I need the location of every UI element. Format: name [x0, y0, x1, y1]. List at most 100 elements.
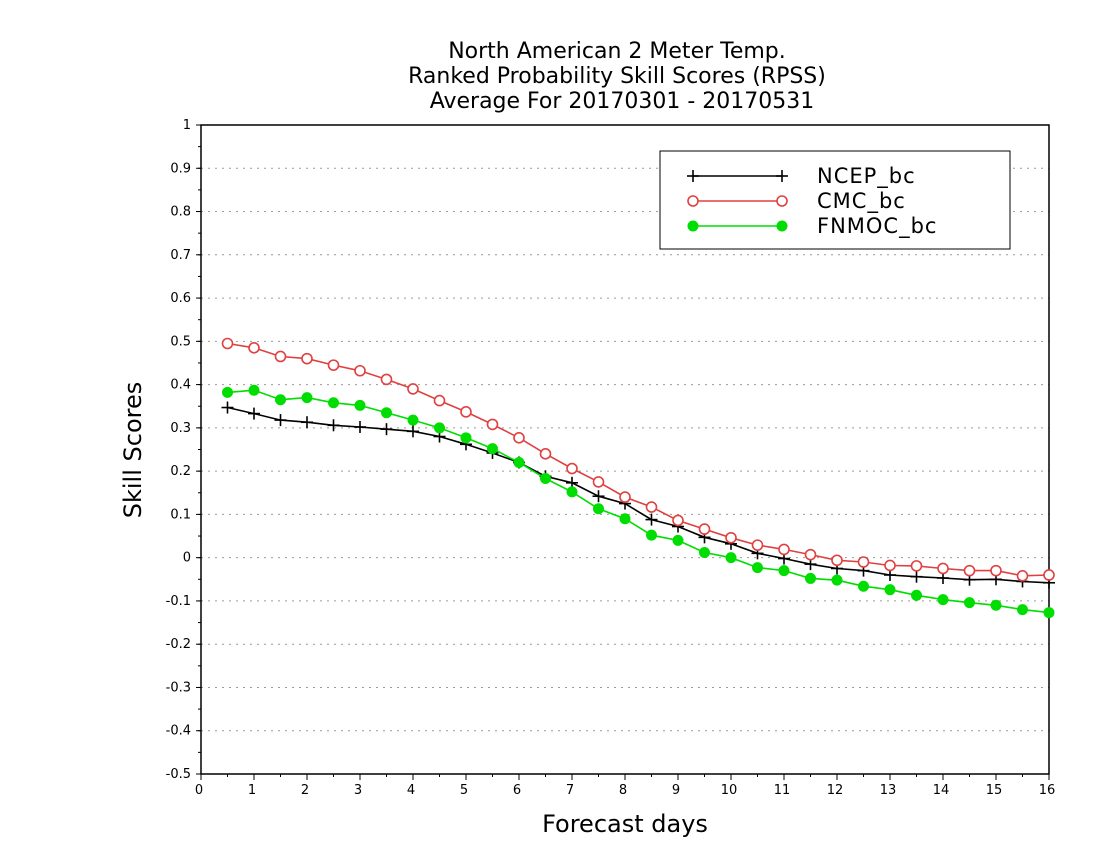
series-line: [227, 342, 1050, 577]
data-point: [699, 546, 710, 558]
legend-label: NCEP_bc: [817, 164, 916, 189]
x-tick-label: 12: [827, 783, 844, 798]
x-tick-label: 13: [880, 783, 897, 798]
data-point: [301, 416, 313, 429]
x-axis-label: Forecast days: [542, 810, 708, 838]
data-point: [778, 565, 790, 577]
data-point: [433, 394, 446, 407]
data-point: [619, 491, 631, 503]
data-point: [964, 597, 975, 609]
data-point: [274, 350, 287, 363]
data-point: [274, 414, 287, 427]
data-point: [513, 456, 525, 468]
data-point: [328, 397, 339, 409]
y-tick-label: -0.4: [166, 724, 191, 739]
data-point: [751, 539, 764, 551]
legend-label: CMC_bc: [817, 189, 906, 214]
x-tick-label: 4: [407, 783, 415, 798]
data-point: [566, 462, 578, 475]
series-CMC_bc: [221, 337, 1055, 582]
y-tick-label: -0.5: [166, 767, 191, 782]
x-tick-label: 2: [301, 783, 309, 798]
data-point: [778, 543, 790, 556]
data-point: [752, 562, 763, 574]
data-point: [354, 364, 366, 377]
data-point: [434, 422, 445, 434]
data-point: [301, 392, 313, 404]
data-point: [486, 418, 499, 431]
data-point: [593, 503, 604, 515]
data-point: [805, 572, 816, 584]
x-tick-label: 14: [933, 783, 950, 798]
y-tick-label: 0.3: [170, 421, 191, 436]
data-point: [354, 421, 366, 434]
x-tick-label: 15: [986, 783, 1003, 798]
y-tick-label: 0.6: [170, 291, 191, 306]
y-tick-label: 0.2: [170, 464, 191, 479]
y-tick-label: -0.1: [166, 594, 191, 609]
y-tick-label: 1: [183, 118, 191, 133]
x-tick-label: 0: [195, 783, 203, 798]
legend-entry: NCEP_bc: [687, 164, 916, 189]
data-point: [687, 170, 699, 182]
x-tick-label: 7: [566, 783, 574, 798]
data-point: [687, 195, 699, 207]
data-point: [884, 559, 896, 572]
data-point: [460, 432, 472, 444]
data-point: [592, 490, 605, 503]
data-point: [937, 562, 949, 575]
data-point: [645, 513, 658, 526]
data-point: [407, 383, 419, 395]
data-point: [1043, 569, 1055, 581]
data-point: [725, 531, 737, 544]
data-point: [725, 552, 737, 564]
title-line-3: Average For 20170301 - 20170531: [430, 89, 815, 114]
x-tick-label: 16: [1039, 783, 1056, 798]
y-tick-label: 0: [183, 551, 191, 566]
data-point: [275, 394, 286, 406]
data-point: [884, 584, 896, 596]
data-point: [831, 554, 843, 567]
data-point: [221, 337, 234, 350]
data-point: [776, 195, 788, 207]
data-point: [381, 407, 392, 419]
data-point: [858, 580, 869, 592]
legend-box: [659, 150, 1011, 250]
data-point: [539, 448, 552, 460]
data-point: [327, 419, 340, 432]
data-point: [248, 407, 260, 420]
y-tick-label: 0.4: [170, 378, 191, 393]
series-FNMOC_bc: [222, 384, 1055, 619]
data-point: [831, 574, 843, 586]
y-axis-label: Skill Scores: [119, 382, 147, 519]
data-point: [513, 432, 525, 444]
y-tick-label: 0.1: [170, 507, 191, 522]
data-point: [776, 170, 788, 182]
data-point: [540, 472, 551, 484]
data-point: [566, 486, 578, 498]
legend-entry: CMC_bc: [687, 189, 906, 214]
data-point: [645, 501, 658, 513]
data-point: [248, 342, 260, 354]
data-point: [221, 401, 234, 414]
series-line: [227, 406, 1050, 584]
x-tick-label: 1: [248, 783, 256, 798]
legend-label: FNMOC_bc: [817, 214, 937, 239]
data-point: [407, 425, 419, 438]
data-point: [911, 589, 922, 601]
data-point: [990, 564, 1002, 577]
y-tick-label: 0.9: [170, 161, 191, 176]
data-point: [301, 352, 313, 365]
data-point: [804, 548, 817, 561]
data-point: [248, 384, 260, 396]
data-point: [672, 514, 684, 527]
data-point: [592, 476, 605, 488]
data-point: [910, 570, 923, 583]
data-point: [963, 564, 976, 577]
data-point: [990, 599, 1002, 611]
data-point: [687, 220, 699, 232]
data-point: [910, 560, 923, 572]
data-point: [460, 406, 472, 418]
